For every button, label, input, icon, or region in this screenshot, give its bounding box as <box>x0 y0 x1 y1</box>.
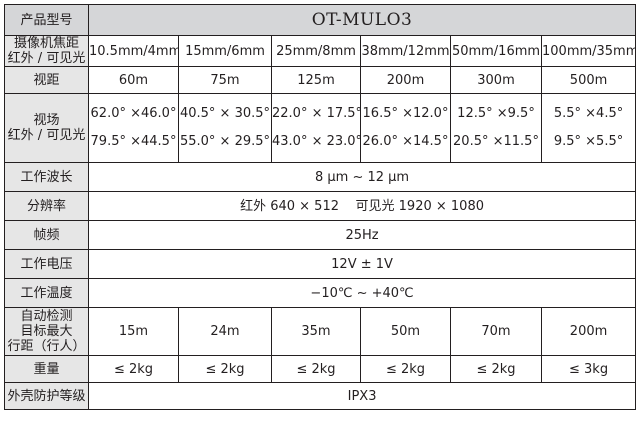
frame-rate-row: 帧频 25Hz <box>4 220 637 250</box>
weight-cell: ≤ 2kg <box>178 355 272 383</box>
fov-visible: 26.0° ×14.5° <box>362 134 449 149</box>
focal-length-cell: 15mm/6mm <box>178 35 272 67</box>
resolution-label: 分辨率 <box>4 191 89 221</box>
field-of-view-cell: 5.5° ×4.5° 9.5° ×5.5° <box>540 93 637 163</box>
focal-length-cell: 25mm/8mm <box>271 35 361 67</box>
wavelength-row: 工作波长 8 μm ~ 12 μm <box>4 162 637 192</box>
voltage-row: 工作电压 12V ± 1V <box>4 249 637 279</box>
range-cell: 75m <box>178 66 272 94</box>
detection-range-label-line-1: 自动检测 <box>20 309 73 324</box>
temperature-row: 工作温度 −10℃ ~ +40℃ <box>4 278 637 308</box>
range-label: 视距 <box>4 66 89 94</box>
fov-infrared: 40.5° × 30.5° <box>179 106 271 121</box>
weight-row: 重量 ≤ 2kg ≤ 2kg ≤ 2kg ≤ 2kg ≤ 2kg ≤ 3kg <box>4 355 637 383</box>
detection-range-cell: 70m <box>450 307 542 356</box>
resolution-row: 分辨率 红外 640 × 512 可见光 1920 × 1080 <box>4 191 637 221</box>
focal-length-row: 摄像机焦距 红外 / 可见光 10.5mm/4mm 15mm/6mm 25mm/… <box>4 35 637 67</box>
detection-range-cell: 200m <box>540 307 637 356</box>
range-cell: 500m <box>540 66 637 94</box>
fov-infrared: 62.0° ×46.0° <box>90 106 177 121</box>
wavelength-label: 工作波长 <box>4 162 89 192</box>
range-cell: 200m <box>360 66 451 94</box>
detection-range-row: 自动检测 目标最大 行距（行人） 15m 24m 35m 50m 70m 200… <box>4 307 637 356</box>
range-row: 视距 60m 75m 125m 200m 300m 500m <box>4 66 637 94</box>
fov-infrared: 12.5° ×9.5° <box>457 106 535 121</box>
focal-length-label-line-2: 红外 / 可见光 <box>7 51 86 66</box>
field-of-view-cell: 16.5° ×12.0° 26.0° ×14.5° <box>360 93 451 163</box>
field-of-view-cell: 22.0° × 17.5° 43.0° × 23.0° <box>271 93 361 163</box>
frame-rate-label: 帧频 <box>4 220 89 250</box>
fov-visible: 79.5° ×44.5° <box>90 134 177 149</box>
field-of-view-cell: 12.5° ×9.5° 20.5° ×11.5° <box>450 93 542 163</box>
voltage-label: 工作电压 <box>4 249 89 279</box>
model-label: 产品型号 <box>4 4 89 36</box>
fov-visible: 43.0° × 23.0° <box>272 134 361 149</box>
voltage-value: 12V ± 1V <box>87 249 637 279</box>
resolution-value: 红外 640 × 512 可见光 1920 × 1080 <box>87 191 637 221</box>
temperature-value: −10℃ ~ +40℃ <box>87 278 637 308</box>
fov-infrared: 5.5° ×4.5° <box>553 106 624 121</box>
weight-cell: ≤ 2kg <box>360 355 451 383</box>
detection-range-label: 自动检测 目标最大 行距（行人） <box>4 307 89 356</box>
focal-length-label: 摄像机焦距 红外 / 可见光 <box>4 35 89 67</box>
fov-visible: 9.5° ×5.5° <box>553 134 624 149</box>
fov-visible: 20.5° ×11.5° <box>453 134 539 149</box>
focal-length-cell: 50mm/16mm <box>450 35 542 67</box>
field-of-view-cell: 62.0° ×46.0° 79.5° ×44.5° <box>88 93 179 163</box>
detection-range-cell: 35m <box>271 307 361 356</box>
model-name: OT-MULO3 <box>87 4 637 36</box>
enclosure-rating-value: IPX3 <box>87 382 637 410</box>
enclosure-rating-row: 外壳防护等级 IPX3 <box>4 382 637 410</box>
temperature-label: 工作温度 <box>4 278 89 308</box>
weight-cell: ≤ 2kg <box>88 355 179 383</box>
focal-length-cell: 10.5mm/4mm <box>88 35 179 67</box>
weight-cell: ≤ 2kg <box>450 355 542 383</box>
weight-label: 重量 <box>4 355 89 383</box>
focal-length-cell: 100mm/35mm <box>540 35 637 67</box>
field-of-view-cell: 40.5° × 30.5° 55.0° × 29.5° <box>178 93 272 163</box>
field-of-view-row: 视场 红外 / 可见光 62.0° ×46.0° 79.5° ×44.5° 40… <box>4 93 637 163</box>
detection-range-cell: 50m <box>360 307 451 356</box>
field-of-view-label-line-2: 红外 / 可见光 <box>7 128 86 143</box>
spec-table: 产品型号 OT-MULO3 摄像机焦距 红外 / 可见光 10.5mm/4mm … <box>4 4 637 410</box>
range-cell: 60m <box>88 66 179 94</box>
range-cell: 125m <box>271 66 361 94</box>
fov-infrared: 16.5° ×12.0° <box>362 106 449 121</box>
weight-cell: ≤ 2kg <box>271 355 361 383</box>
wavelength-value: 8 μm ~ 12 μm <box>87 162 637 192</box>
range-cell: 300m <box>450 66 542 94</box>
field-of-view-label: 视场 红外 / 可见光 <box>4 93 89 163</box>
frame-rate-value: 25Hz <box>87 220 637 250</box>
detection-range-label-line-2: 目标最大 <box>20 324 73 339</box>
fov-infrared: 22.0° × 17.5° <box>272 106 361 121</box>
model-row: 产品型号 OT-MULO3 <box>4 4 637 36</box>
field-of-view-label-line-1: 视场 <box>33 113 60 128</box>
weight-cell: ≤ 3kg <box>540 355 637 383</box>
detection-range-cell: 15m <box>88 307 179 356</box>
detection-range-label-line-3: 行距（行人） <box>7 339 86 354</box>
focal-length-label-line-1: 摄像机焦距 <box>13 36 79 52</box>
detection-range-cell: 24m <box>178 307 272 356</box>
fov-visible: 55.0° × 29.5° <box>179 134 271 149</box>
enclosure-rating-label: 外壳防护等级 <box>4 382 89 410</box>
focal-length-cell: 38mm/12mm <box>360 35 451 67</box>
